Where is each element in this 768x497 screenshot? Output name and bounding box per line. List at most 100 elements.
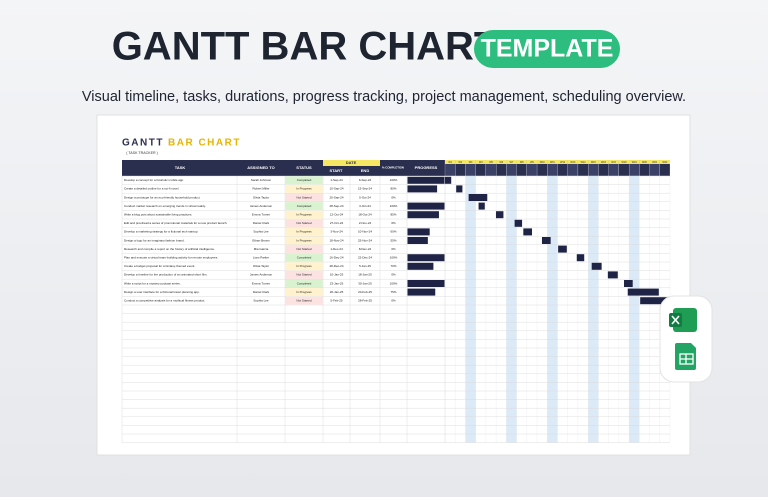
gantt-bar [445, 176, 452, 184]
week-label: W10 [540, 161, 546, 164]
week-label: W1 [448, 161, 452, 164]
week-label: W11 [550, 161, 555, 164]
completion-text: 100% [390, 204, 398, 208]
completion-text: 0% [391, 273, 396, 277]
week-label: W14 [581, 161, 587, 164]
status-text: Completed [297, 178, 312, 182]
week-label: W16 [601, 161, 607, 164]
status-cell [285, 262, 323, 271]
week-header-band [465, 160, 476, 164]
status-text: Completed [297, 204, 312, 208]
end-text: 5-Jan-25 [359, 264, 371, 268]
progress-bar [407, 280, 445, 287]
status-cell [285, 253, 323, 262]
status-text: In Progress [296, 212, 312, 216]
end-text: 5-Oct-24 [359, 195, 371, 199]
assigned-text: Liam Parker [253, 255, 269, 259]
completion-text: 0% [391, 298, 396, 302]
task-text: Conduct a competitive analysis for a myt… [124, 298, 205, 302]
assigned-text: Robert Miller [252, 187, 269, 191]
status-cell [285, 193, 323, 202]
start-text: 20-Sep-24 [329, 195, 343, 199]
week-header-band [506, 160, 517, 164]
end-text: 22-Dec-24 [358, 255, 372, 259]
week-header-band [577, 160, 589, 164]
week-header-band [455, 160, 466, 164]
task-text: Plan and execute a virtual team-building… [124, 255, 218, 259]
sheet-title: GANTT [122, 138, 164, 149]
completion-text: 0% [391, 221, 396, 225]
sheet-subtitle: ( TASK TRACKER ) [126, 151, 158, 155]
sheets-grid [680, 354, 693, 364]
task-text: Conduct market research on emerging tren… [124, 204, 206, 208]
week-label: W3 [469, 161, 473, 164]
progress-bar [407, 211, 439, 219]
week-header-band [608, 160, 619, 164]
start-text: 1-Sep-24 [330, 178, 343, 182]
week-header-band [567, 160, 578, 164]
week-stripe [629, 176, 640, 443]
col-header: PROGRESS [415, 165, 438, 170]
assigned-text: Emma Turner [252, 281, 270, 285]
end-text: 2-Nov-24 [359, 221, 372, 225]
completion-text: 70% [390, 264, 396, 268]
gantt-bar [607, 271, 618, 279]
week-label: W18 [622, 161, 628, 164]
gantt-bar [456, 185, 463, 193]
progress-bar [407, 254, 445, 262]
status-text: In Progress [296, 230, 312, 234]
completion-text: 55% [390, 238, 396, 242]
task-text: Research and compile a report on the his… [124, 247, 215, 251]
status-text: Not Started [296, 273, 312, 277]
task-text: Edit and proofread a series of promotion… [124, 221, 228, 225]
status-cell [285, 279, 323, 288]
assigned-text: James Anderson [250, 273, 273, 277]
gantt-bar [591, 262, 602, 270]
assigned-text: Sarah Johnson [251, 178, 272, 182]
week-label: W7 [510, 161, 514, 164]
week-header-band [547, 160, 558, 164]
assigned-text: Emma Turner [252, 212, 270, 216]
week-label: W21 [652, 161, 658, 164]
week-label: W2 [459, 161, 463, 164]
completion-text: 75% [390, 290, 396, 294]
progress-bar [407, 176, 445, 184]
gantt-bar [495, 211, 504, 219]
end-text: 18-Oct-24 [358, 212, 372, 216]
status-text: In Progress [296, 187, 312, 191]
end-text: 20-Feb-25 [358, 290, 372, 294]
week-header-band [618, 160, 630, 164]
start-text: 23-Jan-25 [330, 281, 344, 285]
week-label: W9 [530, 161, 534, 164]
gantt-bar [576, 254, 585, 262]
task-text: Develop a marketing strategy for a ficti… [124, 230, 198, 234]
task-text: Design a logo for an imaginary fashion b… [124, 238, 185, 242]
week-label: W4 [479, 161, 483, 164]
gantt-bar [514, 219, 523, 227]
start-text: 27-Oct-24 [330, 221, 344, 225]
gantt-bar [478, 202, 485, 210]
week-stripe [588, 176, 599, 443]
week-header-band [629, 160, 640, 164]
end-text: 15-Sep-24 [358, 187, 372, 191]
week-stripe [547, 176, 558, 443]
week-label: W15 [591, 161, 597, 164]
assigned-text: Mia Garcia [254, 247, 269, 251]
gantt-bar [640, 297, 669, 305]
completion-text: 0% [391, 247, 396, 251]
completion-text: 100% [390, 178, 398, 182]
completion-text: 100% [390, 281, 398, 285]
start-text: 28-Sep-24 [329, 204, 343, 208]
end-text: 28-Feb-25 [358, 298, 372, 302]
progress-bar [407, 202, 445, 210]
assigned-text: James Anderson [250, 204, 273, 208]
gantt-bar [627, 288, 659, 296]
start-text: 10-Jan-25 [330, 273, 344, 277]
table: TASK ASSIGNED TO STATUS DATE START END %… [121, 159, 671, 443]
date-band [323, 160, 380, 166]
task-text: Develop a concept for a futuristic mobil… [124, 178, 184, 182]
week-header-band [526, 160, 538, 164]
start-text: 28-Dec-24 [329, 264, 343, 268]
